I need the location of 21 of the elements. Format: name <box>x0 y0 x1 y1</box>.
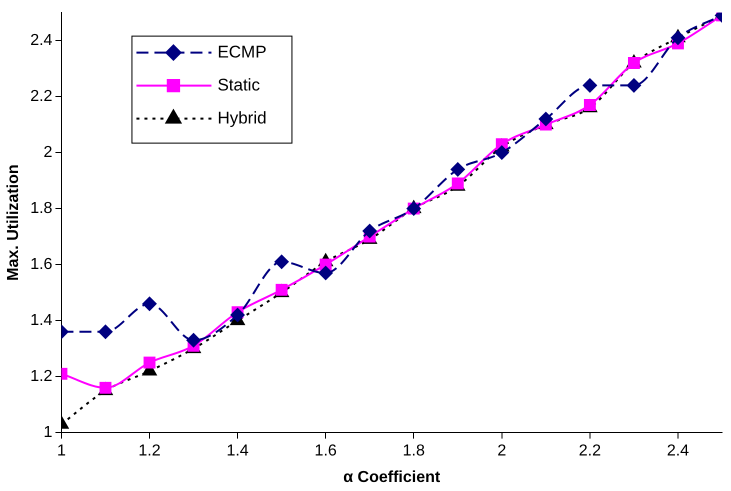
x-tick-label: 1.8 <box>402 442 425 460</box>
y-tick-label: 1.2 <box>30 368 53 386</box>
y-tick-label: 1.4 <box>30 312 53 330</box>
y-tick-label: 2 <box>44 144 53 162</box>
legend-label: Hybrid <box>217 108 267 128</box>
y-tick-label: 1 <box>44 424 53 442</box>
legend-label: ECMP <box>217 42 267 62</box>
x-tick-label: 2.2 <box>578 442 602 460</box>
x-tick-label: 1.6 <box>314 442 337 460</box>
y-axis-title: Max. Utilization <box>5 164 22 281</box>
x-tick-label: 2.4 <box>666 442 690 460</box>
y-tick-label: 1.8 <box>30 200 53 218</box>
legend-label: Static <box>217 75 260 94</box>
x-tick-label: 1.2 <box>138 442 161 460</box>
x-axis-title: α Coefficient <box>343 468 441 486</box>
y-tick-label: 2.2 <box>30 88 53 106</box>
y-tick-label: 1.6 <box>30 256 53 274</box>
y-tick-label: 2.4 <box>30 32 53 50</box>
x-tick-label: 1 <box>56 442 66 460</box>
x-tick-label: 2 <box>497 442 506 460</box>
x-tick-label: 1.4 <box>226 442 249 460</box>
